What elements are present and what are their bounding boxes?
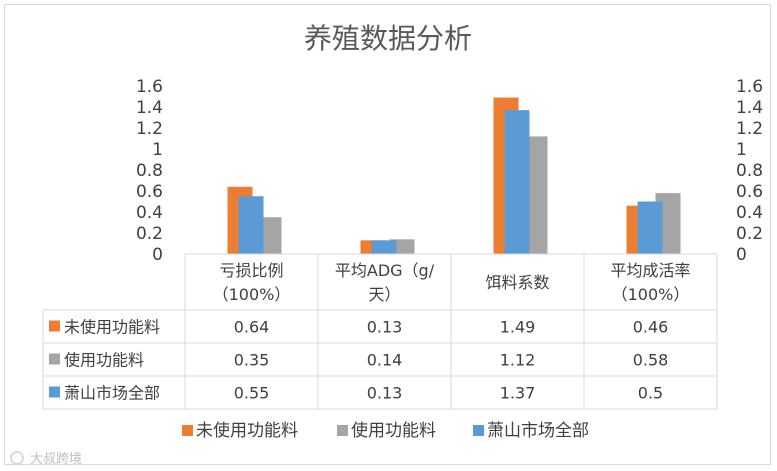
table-cell-value: 0.5 [638,384,663,403]
row-legend-swatch [49,320,60,332]
table-cell-value: 1.12 [500,351,536,370]
category-label: 天） [368,285,400,304]
y-tick-label-left: 1.2 [136,119,163,139]
watermark-text: 大叔跨境 [30,452,82,467]
y-tick-label-left: 1.4 [136,98,163,118]
y-tick-label-right: 1.6 [736,77,763,97]
table-cell-value: 0.14 [367,351,403,370]
legend-swatch [473,425,484,436]
y-tick-label-left: 0 [152,245,163,265]
category-label: 平均成活率 [610,261,690,280]
y-tick-label-right: 1.4 [736,98,763,118]
table-cell-value: 1.37 [500,384,536,403]
category-label: 亏损比例 [219,261,283,280]
table-cell-value: 0.13 [367,384,403,403]
table-cell-value: 0.35 [234,351,270,370]
y-tick-label-right: 0.2 [736,224,763,244]
y-tick-label-left: 0.8 [136,161,163,181]
legend-label: 未使用功能料 [196,420,298,441]
y-tick-label-left: 1 [152,140,163,160]
legend-label: 萧山市场全部 [487,421,589,441]
y-tick-label-right: 0.4 [736,203,763,223]
bars [227,97,681,255]
category-label: 饵料系数 [485,273,549,292]
y-tick-label-left: 0.6 [136,182,163,202]
legend-swatch [337,425,348,436]
table-cell-value: 0.58 [633,351,669,370]
y-tick-label-right: 1 [736,140,747,160]
chart-title: 养殖数据分析 [304,22,472,55]
row-legend-swatch [49,353,60,365]
row-series-label: 使用功能料 [64,351,144,370]
table-cell-value: 0.55 [234,384,270,403]
row-legend-swatch [49,386,60,398]
y-tick-label-right: 0.6 [736,182,763,202]
legend-label: 使用功能料 [351,420,436,441]
y-tick-label-left: 0.2 [136,224,163,244]
bar [238,196,264,254]
category-label: （100%） [213,285,291,304]
y-tick-label-right: 0.8 [736,161,763,181]
watermark: 大叔跨境 [10,451,82,467]
legend: 未使用功能料 使用功能料 萧山市场全部 [182,420,589,441]
table-cell-value: 0.64 [234,318,270,337]
y-tick-label-left: 0.4 [136,203,163,223]
axes: 0 00.2 0.20.4 0.40.6 0.60.8 0.81 11.2 1.21.4 1.4… [136,77,763,265]
table-cell-value: 1.49 [500,318,536,337]
legend-swatch [182,425,193,436]
watermark-icon [10,451,24,465]
category-label: （100%） [612,285,690,304]
y-tick-label-right: 1.2 [736,119,763,139]
category-label: 平均ADG（g/ [335,261,435,280]
bar [637,201,663,254]
bar [504,110,530,255]
row-series-label: 未使用功能料 [64,318,160,337]
row-series-label: 萧山市场全部 [64,384,160,403]
y-tick-label-right: 0 [736,245,747,265]
table-cell-value: 0.13 [367,318,403,337]
table-cell-value: 0.46 [633,318,669,337]
data-table: 亏损比例 （100%） 平均ADG（g/天） 饵料系数 平均成活率 （100%） 未使用功能… [42,253,718,410]
y-tick-label-left: 1.6 [136,77,163,97]
bar [371,240,397,254]
